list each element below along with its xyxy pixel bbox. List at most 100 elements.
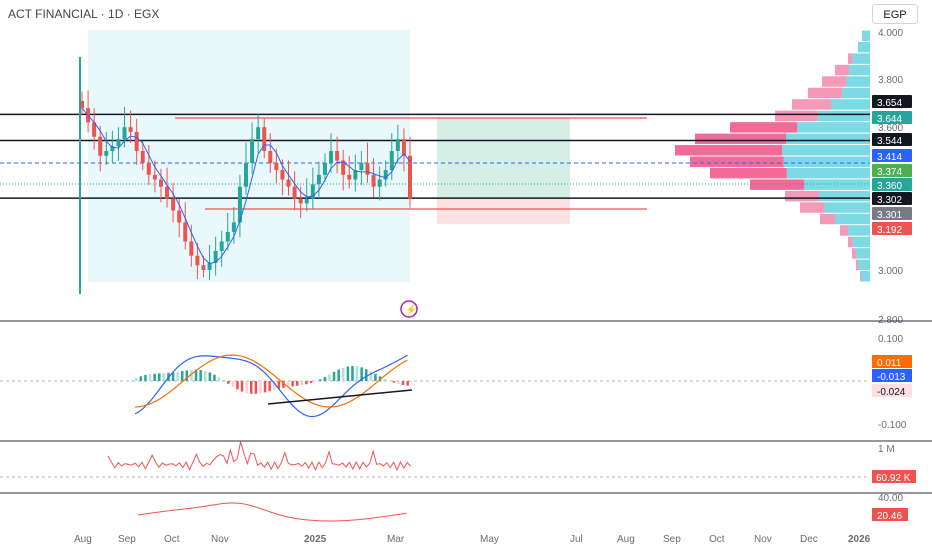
candle-body <box>256 127 261 140</box>
macd-histogram-bar <box>406 381 409 386</box>
macd-tag-label: -0.013 <box>877 372 906 383</box>
candle-body <box>329 151 334 163</box>
volume-profile-bar-down <box>730 122 798 133</box>
price-tag-label: 3.301 <box>877 210 902 221</box>
candle-body <box>165 186 170 199</box>
volume-profile-bar-down <box>800 202 825 213</box>
macd-histogram-bar <box>263 381 267 393</box>
candle-body <box>377 179 382 187</box>
candle-body <box>183 222 188 242</box>
price-axis-tick: 3.000 <box>878 266 903 277</box>
currency-button[interactable]: EGP <box>872 4 918 24</box>
candle-body <box>274 162 279 171</box>
macd-tag-label: -0.024 <box>877 387 906 398</box>
volume-profile-bar-up <box>835 213 870 225</box>
macd-histogram-bar <box>342 367 345 381</box>
candle-body <box>244 162 248 187</box>
candle-body <box>383 170 388 180</box>
macd-histogram-bar <box>171 372 175 381</box>
candle-body <box>140 151 145 163</box>
volume-profile-bar-up <box>852 236 870 248</box>
macd-histogram-bar <box>208 372 212 381</box>
candle-body <box>365 162 370 175</box>
rsi-tag: 20.46 <box>872 508 908 522</box>
volume-profile-bar-down <box>856 259 859 271</box>
volume-profile-bar-down <box>840 225 848 236</box>
volume-profile-bar-up <box>824 202 870 213</box>
volume-profile-bar-down <box>675 145 783 156</box>
candle-body <box>104 151 109 156</box>
volume-profile-bar-down <box>820 213 835 225</box>
time-axis-tick: Dec <box>800 534 818 545</box>
macd-histogram-bar <box>300 381 304 386</box>
volume-profile-bar-down <box>792 99 831 110</box>
candle-body <box>195 255 200 266</box>
volume-profile-bar-down <box>775 110 818 122</box>
candle-body <box>158 179 163 187</box>
time-axis-tick: Jul <box>570 534 583 545</box>
price-axis-tick: 4.000 <box>878 28 903 39</box>
macd-histogram-bar <box>204 370 207 381</box>
macd-tag-label: 0.011 <box>877 358 902 369</box>
time-axis-tick: Oct <box>709 534 725 545</box>
price-tag-label: 3.544 <box>877 136 902 147</box>
event-icon: ⚡ <box>400 300 418 318</box>
price-tag-label: 3.374 <box>877 167 902 178</box>
macd-histogram-bar <box>194 369 198 381</box>
volume-profile-bar-down <box>835 64 849 76</box>
candle-body <box>286 179 291 187</box>
price-tag: 3.654 <box>872 95 912 109</box>
price-tag-bg <box>872 178 912 191</box>
price-tag-bg <box>872 222 912 235</box>
target-zone <box>437 118 570 199</box>
volume-profile-bar-up <box>842 87 870 99</box>
price-tag: 3.302 <box>872 192 912 206</box>
volume-profile-bar-down <box>710 167 787 179</box>
macd-histogram-bar <box>351 366 354 381</box>
macd-histogram-bar <box>332 371 336 381</box>
macd-histogram-bar <box>273 381 276 390</box>
price-tag-bg <box>872 95 912 108</box>
candle-body <box>225 231 230 242</box>
candle-body <box>347 174 352 180</box>
price-tag-bg <box>872 149 912 162</box>
candle-body <box>92 122 97 137</box>
macd-axis-tick: -0.100 <box>878 420 907 431</box>
volume-profile-bar-up <box>797 122 870 133</box>
candle-body <box>335 151 340 161</box>
candle-body <box>268 151 273 163</box>
macd-histogram-bar <box>383 378 386 381</box>
price-tag-label: 3.360 <box>877 181 902 192</box>
candle-body <box>310 184 315 199</box>
macd-histogram-bar <box>227 381 230 384</box>
macd-histogram-bar <box>319 379 322 381</box>
macd-axis-tick: 0.100 <box>878 334 903 345</box>
volume-profile-bar-down <box>848 53 853 64</box>
price-tag: 3.414 <box>872 149 912 163</box>
candle-body <box>201 265 206 270</box>
candle-body <box>359 162 364 171</box>
time-axis-tick: Nov <box>754 534 772 545</box>
candle-body <box>262 127 267 151</box>
macd-histogram-bar <box>323 377 327 381</box>
candles <box>80 90 412 280</box>
volume-axis-tick: 1 M <box>878 444 895 455</box>
macd-histogram-bar <box>346 366 350 381</box>
time-axis-tick: 2026 <box>848 534 871 545</box>
macd-histogram-bar <box>213 374 216 381</box>
volume-profile-bar-up <box>817 110 870 122</box>
macd-histogram-bar <box>176 371 179 381</box>
macd-histogram-bar <box>236 381 239 390</box>
candle-body <box>152 174 157 180</box>
volume-profile-bar-up <box>855 248 870 259</box>
volume-profile-bar-down <box>848 236 853 248</box>
candle-body <box>237 186 242 223</box>
symbol-title[interactable]: ACT FINANCIAL · 1D · EGX <box>8 7 160 21</box>
candle-body <box>110 146 115 151</box>
lightning-icon: ⚡ <box>405 303 417 316</box>
macd-histogram-bar <box>231 381 235 387</box>
volume-profile-bar-down <box>808 87 843 99</box>
macd-histogram-bar <box>337 369 340 381</box>
price-tag-label: 3.654 <box>877 98 902 109</box>
